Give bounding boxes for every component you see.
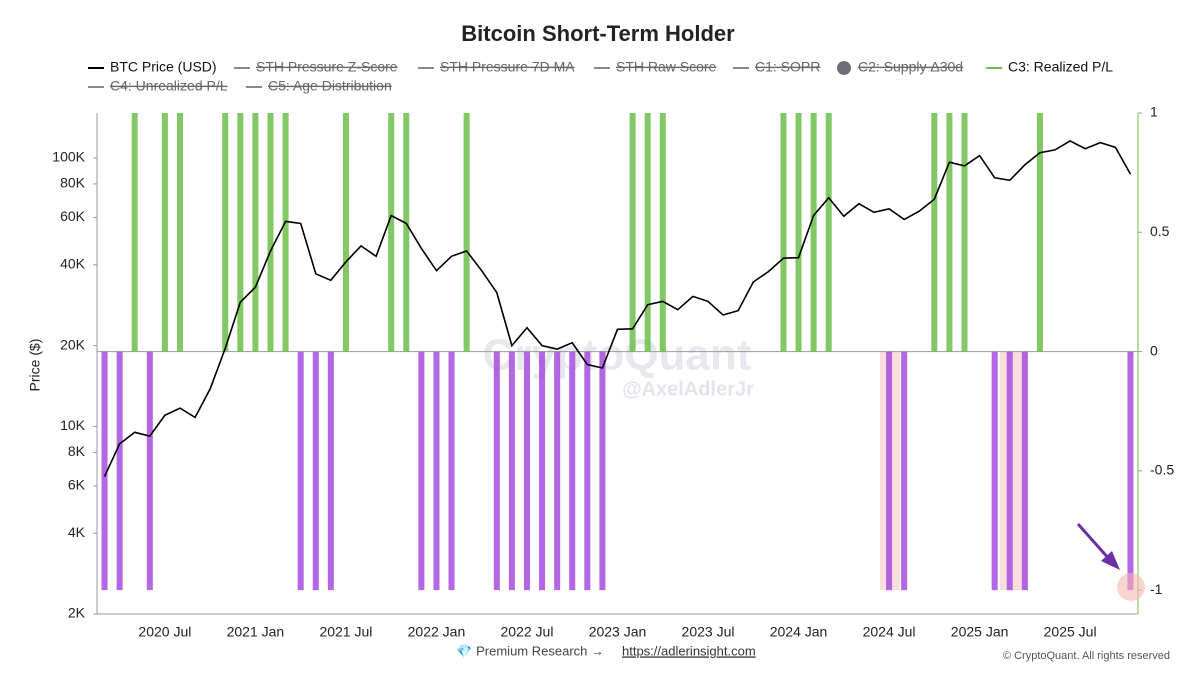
x-tick-label: 2022 Jan	[408, 624, 466, 640]
footer-text: 💎 Premium Research →	[456, 643, 604, 658]
bar	[569, 351, 576, 591]
legend-label: STH Raw Score	[616, 59, 717, 75]
y-tick-label: 100K	[52, 149, 85, 165]
chart-title: Bitcoin Short-Term Holder	[461, 21, 735, 46]
bar	[1006, 351, 1013, 591]
legend-swatch	[837, 61, 851, 75]
bar	[297, 351, 304, 591]
legend-label: BTC Price (USD)	[110, 59, 217, 75]
bar	[886, 351, 893, 591]
legend-label: C1: SOPR	[755, 59, 820, 75]
y2-tick-label: 0.5	[1150, 223, 1170, 239]
bar	[388, 113, 395, 352]
bar	[222, 113, 229, 352]
x-tick-label: 2022 Jul	[501, 624, 554, 640]
annotation-arrowhead	[1101, 551, 1120, 570]
y2-tick-label: -1	[1150, 581, 1163, 597]
x-tick-label: 2025 Jul	[1044, 624, 1097, 640]
y-tick-label: 8K	[68, 443, 86, 459]
bar	[780, 113, 787, 352]
x-tick-label: 2021 Jan	[227, 624, 285, 640]
bar	[176, 113, 183, 352]
bar	[599, 351, 606, 591]
x-tick-label: 2021 Jul	[319, 624, 372, 640]
bar	[584, 351, 591, 591]
y-tick-label: 10K	[60, 417, 86, 433]
bar	[795, 113, 802, 352]
bar	[810, 113, 817, 352]
annotation-arrow	[1076, 523, 1112, 561]
bar	[252, 113, 259, 352]
y-tick-label: 80K	[60, 175, 86, 191]
bar	[116, 351, 123, 591]
watermark: CryptoQuant	[483, 331, 752, 380]
y-axis-label: Price ($)	[27, 339, 43, 392]
bar	[931, 113, 938, 352]
bar	[282, 113, 289, 352]
bar	[523, 351, 530, 591]
bar	[463, 113, 470, 352]
y-tick-label: 60K	[60, 208, 86, 224]
y-tick-label: 2K	[68, 605, 86, 621]
watermark: @AxelAdlerJr	[622, 378, 754, 400]
x-tick-label: 2024 Jul	[863, 624, 916, 640]
bar	[448, 351, 455, 591]
bar	[493, 351, 500, 591]
bar	[267, 113, 274, 352]
price-line	[103, 139, 1132, 477]
bar	[644, 113, 651, 352]
bar	[161, 113, 168, 352]
x-tick-label: 2025 Jan	[951, 624, 1009, 640]
y-tick-label: 4K	[68, 524, 86, 540]
bar	[1021, 351, 1028, 591]
bar	[946, 113, 953, 352]
bar	[312, 351, 319, 591]
x-tick-label: 2023 Jul	[682, 624, 735, 640]
bar	[101, 351, 108, 591]
bar	[554, 351, 561, 591]
legend-label: STH Pressure Z-Score	[256, 59, 398, 75]
bar	[539, 351, 546, 591]
y-tick-label: 6K	[68, 477, 86, 493]
copyright: © CryptoQuant. All rights reserved	[1003, 650, 1170, 662]
bar	[1127, 351, 1134, 591]
annotation-circle	[1117, 573, 1145, 601]
bar	[901, 351, 908, 591]
bar	[403, 113, 410, 352]
y2-tick-label: 1	[1150, 104, 1158, 120]
y-tick-label: 40K	[60, 255, 86, 271]
bar	[629, 113, 636, 352]
bar	[1036, 113, 1043, 352]
bar	[659, 113, 666, 352]
legend-label: STH Pressure 7D MA	[440, 59, 575, 75]
x-tick-label: 2023 Jan	[589, 624, 647, 640]
bar	[237, 113, 244, 352]
bar	[327, 351, 334, 591]
bar	[342, 113, 349, 352]
bar	[131, 113, 138, 352]
y2-tick-label: -0.5	[1150, 462, 1174, 478]
legend-label: C2: Supply Δ30d	[858, 59, 963, 75]
bar	[433, 351, 440, 591]
y2-tick-label: 0	[1150, 342, 1158, 358]
legend-label: C5: Age Distribution	[268, 78, 392, 94]
bar	[418, 351, 425, 591]
y-tick-label: 20K	[60, 336, 86, 352]
legend-label: C3: Realized P/L	[1008, 59, 1113, 75]
bar	[961, 113, 968, 352]
bar	[825, 113, 832, 352]
footer-link[interactable]: https://adlerinsight.com	[622, 643, 756, 658]
legend-label: C4: Unrealized P/L	[110, 78, 228, 94]
bar	[146, 351, 153, 591]
x-tick-label: 2020 Jul	[138, 624, 191, 640]
bar	[991, 351, 998, 591]
bar	[508, 351, 515, 591]
x-tick-label: 2024 Jan	[770, 624, 828, 640]
